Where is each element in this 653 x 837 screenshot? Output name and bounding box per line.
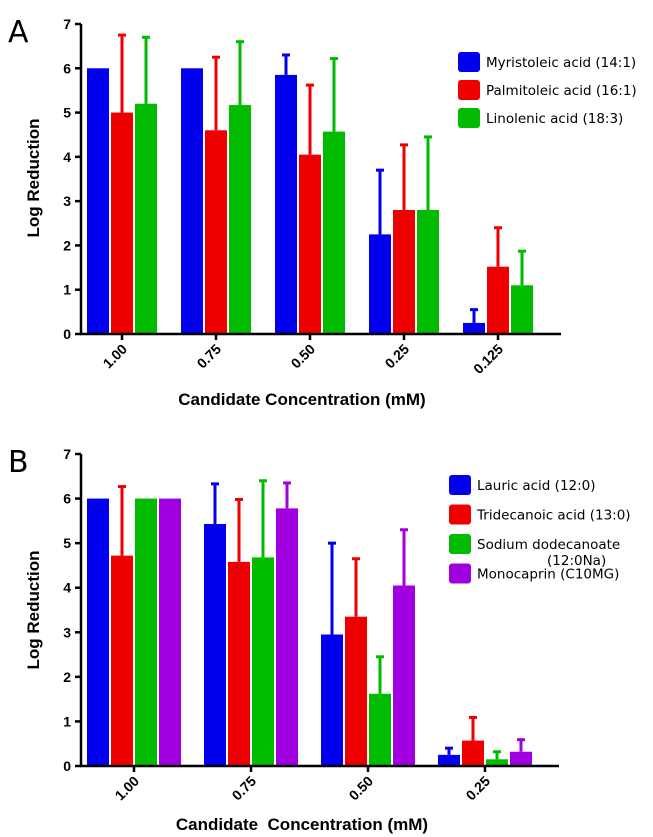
bar: [417, 210, 439, 334]
legend-label: Myristoleic acid (14:1): [486, 55, 636, 71]
legend-label: Palmitoleic acid (16:1): [486, 83, 637, 99]
y-tick-label: 6: [63, 60, 71, 76]
bar: [369, 693, 391, 766]
x-axis-title-b: Candidate Concentration (mM): [176, 815, 428, 834]
bar: [135, 103, 157, 334]
y-tick-label: 0: [63, 326, 71, 342]
bar: [393, 210, 415, 334]
bar: [463, 322, 485, 334]
bar: [111, 112, 133, 334]
y-axis-title-a: Log Reduction: [24, 119, 43, 238]
legend-swatch: [449, 475, 471, 495]
y-tick-label: 1: [63, 282, 71, 298]
x-tick-label: 1.00: [112, 773, 143, 804]
axes-b: [75, 452, 559, 772]
y-tick-label: 7: [63, 446, 71, 462]
bar: [229, 105, 251, 335]
bar: [487, 266, 509, 334]
legend-label: (12:0Na): [547, 553, 606, 569]
legend-swatch: [458, 52, 480, 72]
chart-panel-b: B Log Reduction Candidate Concentration …: [8, 445, 631, 834]
legend-label: Tridecanoic acid (13:0): [476, 508, 631, 524]
axes-a: [75, 22, 561, 340]
y-tick-label: 4: [63, 580, 71, 596]
y-axis-title-b: Log Reduction: [24, 551, 43, 670]
bar: [276, 508, 298, 766]
y-tick-label: 1: [63, 713, 71, 729]
x-tick-labels-b: 1.00 0.75 0.50 0.25: [112, 773, 494, 804]
bar: [275, 74, 297, 334]
bar: [135, 498, 157, 766]
bar: [369, 234, 391, 334]
legend-label: Lauric acid (12:0): [477, 478, 596, 494]
error-bars-a: [118, 33, 526, 323]
bars-b: [87, 498, 532, 766]
bar: [438, 754, 460, 766]
x-tick-label: 0.75: [229, 773, 260, 804]
x-tick-label: 0.50: [346, 773, 377, 804]
y-tick-label: 2: [63, 669, 71, 685]
bar: [181, 68, 203, 335]
bar: [228, 561, 250, 766]
legend-label: Monocaprin (C10MG): [477, 567, 619, 583]
bar: [159, 498, 181, 766]
legend-swatch: [458, 108, 480, 128]
x-tick-label: 0.25: [463, 773, 494, 804]
legend-swatch: [449, 563, 471, 584]
legend-b: Lauric acid (12:0) Tridecanoic acid (13:0…: [449, 475, 631, 584]
bar: [486, 759, 508, 766]
bar: [299, 154, 321, 334]
y-tick-label: 5: [63, 535, 71, 551]
y-tick-label: 2: [63, 237, 71, 253]
bar: [252, 557, 274, 766]
y-tick-labels-a: 0 1 2 3 4 5 6 7: [63, 16, 71, 342]
x-tick-label: 0.25: [382, 341, 413, 372]
bar: [111, 555, 133, 766]
bar: [345, 616, 367, 766]
bar: [205, 130, 227, 334]
bar: [204, 523, 226, 766]
x-tick-label: 0.75: [194, 341, 225, 372]
bar: [323, 131, 345, 334]
bar: [87, 498, 109, 766]
y-tick-label: 4: [63, 149, 71, 165]
error-bars-b: [118, 479, 525, 760]
bar: [510, 751, 532, 766]
bar: [87, 68, 109, 335]
legend-swatch: [458, 80, 480, 100]
y-tick-label: 3: [63, 624, 71, 640]
bars-a: [87, 68, 533, 335]
y-tick-label: 5: [63, 105, 71, 121]
bar: [462, 740, 484, 766]
panel-letter-a: A: [8, 15, 29, 50]
x-axis-title-a: Candidate Concentration (mM): [178, 390, 425, 409]
panel-letter-b: B: [8, 445, 29, 480]
y-tick-label: 3: [63, 193, 71, 209]
y-tick-label: 6: [63, 491, 71, 507]
legend-swatch: [449, 504, 471, 525]
x-tick-label: 0.50: [288, 341, 319, 372]
chart-panel-a: A Log Reduction Candidate Concentration …: [8, 15, 637, 409]
bar: [321, 634, 343, 766]
legend-label: Sodium dodecanoate: [477, 537, 620, 553]
bar: [511, 285, 533, 334]
x-tick-labels-a: 1.00 0.75 0.50 0.25 0.125: [100, 341, 507, 377]
x-tick-label: 0.125: [470, 341, 506, 377]
y-tick-label: 0: [63, 758, 71, 774]
x-tick-label: 1.00: [100, 341, 131, 372]
legend-a: Myristoleic acid (14:1) Palmitoleic acid …: [458, 52, 637, 128]
y-tick-label: 7: [63, 16, 71, 32]
legend-label: Linolenic acid (18:3): [486, 111, 623, 127]
bar: [393, 585, 415, 766]
legend-swatch: [449, 534, 471, 554]
y-tick-labels-b: 0 1 2 3 4 5 6 7: [63, 446, 71, 774]
